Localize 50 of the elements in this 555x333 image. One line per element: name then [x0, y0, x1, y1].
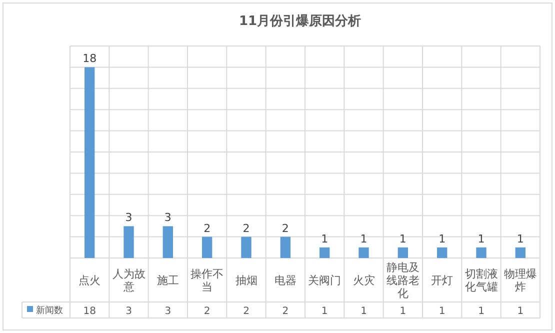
- x-tick-label: 施工: [156, 274, 179, 287]
- data-label: 1: [517, 306, 524, 317]
- text: 1: [321, 232, 328, 246]
- x-tick-label: 点火: [78, 274, 101, 287]
- bar: [124, 226, 134, 258]
- data-label: 2: [243, 306, 250, 317]
- bar: [358, 247, 369, 258]
- bar: [202, 236, 212, 258]
- x-tick-label: 人为故意: [112, 268, 146, 294]
- text: 2: [282, 222, 289, 235]
- text: 1: [516, 232, 524, 246]
- x-tick-label: 抽烟: [235, 274, 258, 287]
- x-tick-label: 物理爆炸: [504, 268, 537, 294]
- bar: [436, 247, 448, 258]
- x-tick-label: 电器: [274, 274, 296, 287]
- bar: [476, 247, 486, 258]
- text: 2: [242, 222, 250, 235]
- bar: [398, 247, 408, 258]
- text: 18: [82, 52, 97, 66]
- legend-label: 新闻数: [36, 305, 63, 316]
- data-label: 1: [360, 306, 367, 317]
- data-label: 2: [282, 306, 289, 317]
- bar: [162, 226, 174, 258]
- text: 1: [438, 232, 446, 246]
- data-label: 1: [478, 306, 484, 317]
- text: 2: [204, 222, 211, 235]
- text: 3: [164, 211, 172, 224]
- bar: [280, 236, 291, 258]
- data-label: 3: [164, 306, 172, 317]
- x-tick-label: 火灾: [352, 274, 375, 287]
- x-tick-label: 开灯: [431, 274, 454, 287]
- data-label: 3: [126, 306, 132, 317]
- data-label: 1: [321, 306, 328, 317]
- data-label: 18: [83, 306, 96, 317]
- text: 1: [399, 232, 406, 246]
- data-label: 1: [400, 306, 406, 317]
- text: 1: [478, 232, 485, 246]
- text: 1: [360, 232, 368, 246]
- x-tick-label: 关阀门: [308, 274, 342, 287]
- data-label: 2: [204, 306, 210, 317]
- text: 3: [125, 211, 132, 224]
- x-tick-label: 静电及线路老化: [386, 261, 420, 300]
- x-tick-label: 操作不当: [190, 268, 224, 294]
- bar: [319, 247, 330, 258]
- bar: [515, 247, 526, 258]
- chart-title: 11月份引爆原因分析: [238, 14, 362, 29]
- bar: [84, 67, 95, 258]
- x-tick-label: 切割液化气罐: [464, 268, 498, 294]
- data-label: 1: [438, 306, 446, 317]
- bar: [241, 236, 252, 258]
